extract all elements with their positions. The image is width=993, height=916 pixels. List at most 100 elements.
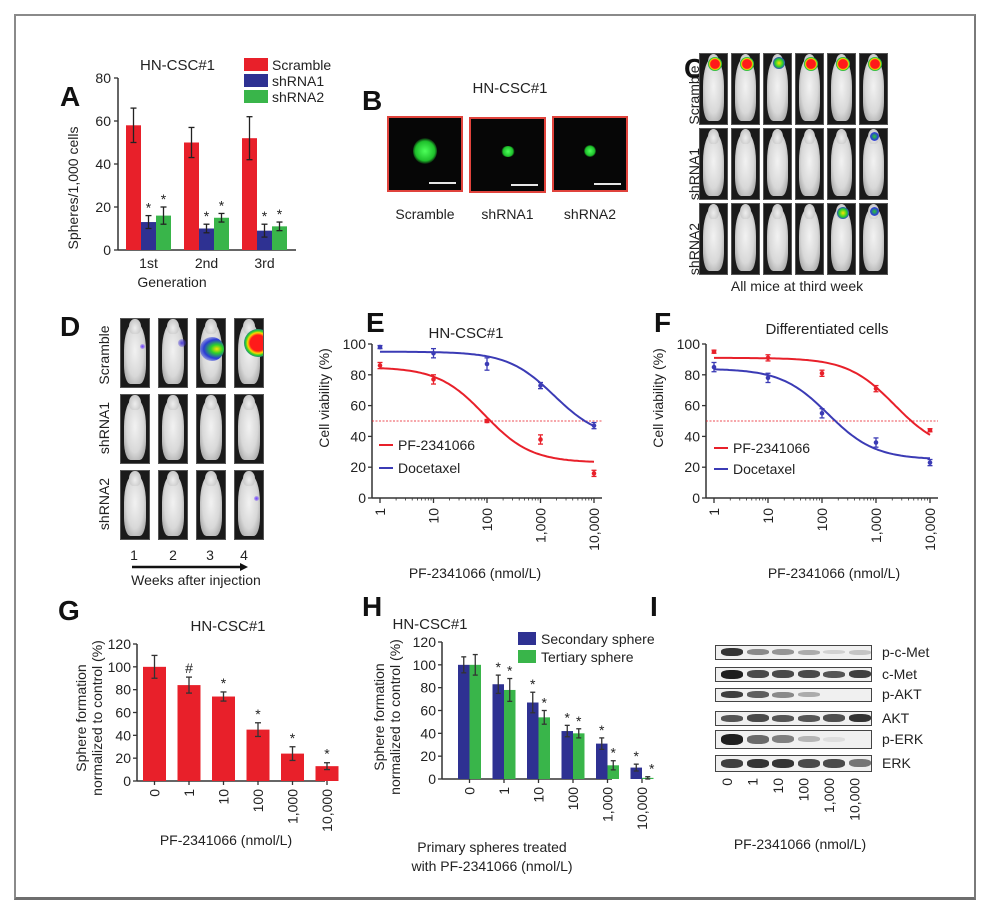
legend-swatch-secondary <box>518 632 536 645</box>
mouse-image <box>196 394 226 464</box>
x-tick-label: 1,000 <box>600 787 616 822</box>
mouse-body <box>735 208 756 272</box>
y-tick-label: 40 <box>684 428 700 444</box>
y-tick-label: 0 <box>358 490 366 506</box>
y-tick-label: 60 <box>420 703 436 719</box>
significance-marker: * <box>599 722 605 738</box>
significance-marker: * <box>634 748 640 764</box>
panel-b: HN-CSC#1 Scramble shRNA1 shRNA2 <box>340 50 680 250</box>
significance-marker: * <box>507 663 513 679</box>
micrograph-label-shrna1: shRNA1 <box>481 206 534 222</box>
mouse-head <box>708 204 719 220</box>
bioluminescence-signal <box>870 207 879 216</box>
blot-label-c-met: c-Met <box>882 665 917 682</box>
panel-e-ylabel: Cell viability (%) <box>316 348 332 448</box>
significance-marker: # <box>185 660 193 676</box>
panel-f-ylabel: Cell viability (%) <box>650 348 666 448</box>
blot-band <box>746 714 769 722</box>
mouse-body <box>767 208 788 272</box>
bioluminescence-signal <box>200 337 224 361</box>
panel-d-row-labels: Scramble shRNA1 shRNA2 <box>96 325 112 530</box>
blot-band <box>848 714 871 722</box>
scale-bar <box>594 183 621 185</box>
panel-i: p-c-Met c-Met p-AKT AKT p-ERK ERK 0 1 10 100 1,00… <box>630 600 970 890</box>
bar-scramble-3rd <box>242 138 257 250</box>
significance-marker: * <box>324 746 330 762</box>
x-tick-label: 100 <box>814 508 830 532</box>
y-tick-label: 40 <box>95 156 111 172</box>
blot-band <box>797 670 820 678</box>
panel-f-legend: PF-2341066 Docetaxel <box>714 440 810 477</box>
mouse-image <box>827 128 856 200</box>
significance-marker: * <box>496 659 502 675</box>
panel-g-title: HN-CSC#1 <box>190 618 265 635</box>
data-point-pf-2341066 <box>591 471 597 476</box>
mouse-head <box>740 129 751 145</box>
mouse-body <box>799 208 820 272</box>
data-point-pf-2341066 <box>765 355 771 361</box>
panel-d: Scramble shRNA1 shRNA2 1 2 3 4 Weeks aft… <box>40 300 280 610</box>
row-label-scramble: Scramble <box>96 325 112 384</box>
x-tick-label: 10,000 <box>586 508 602 551</box>
mouse-image <box>234 394 264 464</box>
row-label-shrna2: shRNA2 <box>686 223 702 275</box>
bar-secondary-100 <box>561 731 573 779</box>
y-tick-label: 100 <box>108 659 132 675</box>
blot-label-p-erk: p-ERK <box>882 730 924 747</box>
bar-dose-10,000 <box>315 766 339 781</box>
bar-tertiary-1 <box>504 689 516 779</box>
bar-dose-100 <box>246 729 270 781</box>
mouse-body <box>831 208 852 272</box>
western-blot-p-c-met <box>715 645 872 660</box>
week-label-1: 1 <box>130 547 138 563</box>
bar-shrna2-2nd <box>214 217 229 250</box>
y-tick-label: 100 <box>677 336 701 352</box>
mouse-head <box>205 319 217 334</box>
panel-g-ylabel-line2: normalized to control (%) <box>89 640 105 796</box>
x-tick-label: 10,000 <box>847 778 863 821</box>
y-tick-label: 20 <box>684 459 700 475</box>
data-point-pf-2341066 <box>819 370 825 376</box>
mouse-head <box>740 204 751 220</box>
week-label-2: 2 <box>169 547 177 563</box>
mouse-body <box>703 58 724 122</box>
data-point-docetaxel <box>538 383 543 388</box>
mouse-image <box>158 470 188 540</box>
mouse-image <box>795 53 824 125</box>
mouse-image <box>859 128 888 200</box>
legend-swatch-shrna1 <box>244 74 268 87</box>
mouse-image <box>699 128 728 200</box>
y-tick-label: 80 <box>350 367 366 383</box>
y-tick-label: 40 <box>350 428 366 444</box>
blot-band <box>721 691 743 698</box>
blot-label-p-akt: p-AKT <box>882 686 922 702</box>
data-point-pf-2341066 <box>538 437 543 442</box>
mouse-head <box>243 471 255 486</box>
row-label-shrna2: shRNA2 <box>96 478 112 530</box>
x-tick-label: 10 <box>426 508 442 524</box>
legend-swatch-shrna2 <box>244 90 268 103</box>
bioluminescence-signal <box>835 57 850 71</box>
x-tick-label: 10 <box>770 778 786 794</box>
x-tick-label: 1,000 <box>285 789 301 824</box>
panel-c-caption: All mice at third week <box>730 278 864 294</box>
panel-letter-b: B <box>362 85 382 116</box>
mouse-body <box>703 208 724 272</box>
panel-letter-g: G <box>58 595 80 626</box>
significance-marker: * <box>649 761 655 777</box>
y-tick-label: 0 <box>692 490 700 506</box>
mouse-head <box>167 471 179 486</box>
y-tick-label: 0 <box>428 771 436 787</box>
legend-label-pf2341066: PF-2341066 <box>733 440 810 456</box>
blot-label-erk: ERK <box>882 754 911 771</box>
data-point-docetaxel <box>484 361 490 367</box>
mouse-image <box>699 203 728 275</box>
panel-letter-i: I <box>650 591 658 622</box>
bar-shrna1-1st <box>141 222 156 250</box>
panel-i-xticks: 0 1 10 100 1,000 10,000 <box>719 778 863 821</box>
y-tick-label: 60 <box>684 398 700 414</box>
mouse-image <box>158 318 188 388</box>
x-tick-label: 3rd <box>254 255 274 271</box>
x-tick-label: 2nd <box>195 255 218 271</box>
mouse-image <box>196 470 226 540</box>
